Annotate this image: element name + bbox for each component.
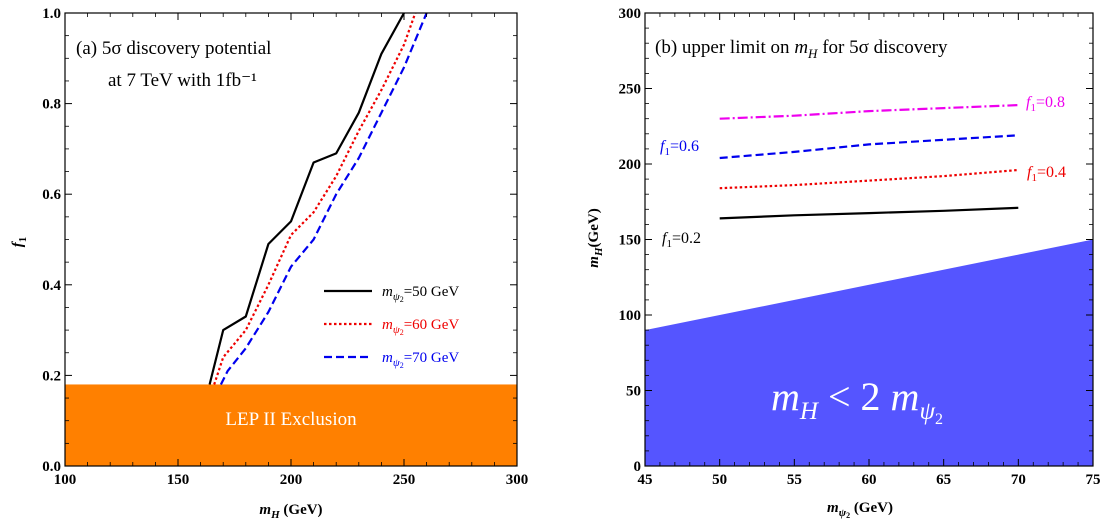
- chart-b-forbidden-region: [645, 239, 1093, 466]
- x-tick-label: 65: [936, 472, 951, 488]
- curve-label-f04: f1=0.4: [1027, 164, 1066, 184]
- chart-a-y-axis-label: f1: [10, 237, 29, 248]
- chart-a: 100 150 200 250 300 0.0 0.2 0.4 0.6 0.8 1.0 (a) 5σ…: [10, 6, 528, 521]
- chart-a-x-axis-label: mH (GeV): [259, 502, 322, 521]
- chart-a-series-lines: [208, 12, 428, 385]
- chart-b-tick-labels: 45 50 55 60 65 70 75 0 50 100 150 200 250 300: [619, 6, 1101, 488]
- y-tick-label: 200: [619, 157, 642, 173]
- chart-a-tick-labels: 100 150 200 250 300 0.0 0.2 0.4 0.6 0.8 1.0: [42, 6, 528, 488]
- chart-b-x-axis-label: mψ2 (GeV): [827, 500, 893, 520]
- chart-b-title-var: m: [794, 37, 808, 58]
- x-tick-label: 70: [1011, 472, 1026, 488]
- y-tick-label: 0.4: [42, 278, 61, 294]
- x-tick-label: 60: [862, 472, 877, 488]
- legend-tail-70: =70 GeV: [404, 350, 460, 366]
- x-tick-label: 55: [787, 472, 802, 488]
- legend-var-60: m: [382, 317, 393, 333]
- chart-b: 45 50 55 60 65 70 75 0 50 100 150 200 250 300 (b) upp…: [586, 6, 1101, 520]
- x-tick-label: 250: [393, 472, 416, 488]
- legend-label-50: mψ2=50 GeV: [382, 284, 459, 304]
- forbidden-region-polygon: [645, 239, 1093, 466]
- legend-tail-50: =50 GeV: [404, 284, 460, 300]
- chart-a-title-line2: at 7 TeV with 1fb⁻¹: [108, 70, 257, 91]
- chart-b-title-sub: H: [807, 46, 818, 61]
- y-tick-label: 300: [619, 6, 642, 22]
- chart-b-region-label: mH < 2 mψ2: [771, 374, 943, 428]
- chart-b-title-pre: (b) upper limit on: [655, 37, 794, 58]
- chart-a-exclusion-label: LEP II Exclusion: [225, 409, 357, 430]
- x-tick-label: 45: [638, 472, 653, 488]
- chart-a-legend: mψ2=50 GeV mψ2=60 GeV mψ2=70 GeV: [324, 284, 459, 370]
- legend-sub2-60: 2: [400, 328, 404, 337]
- chart-b-series-3: [719, 104, 1019, 120]
- chart-a-title-line1: (a) 5σ discovery potential: [76, 38, 271, 59]
- y-tick-label: 0.6: [42, 187, 61, 203]
- chart-b-y-axis-label: mH(GeV): [586, 208, 605, 267]
- y-tick-label: 50: [626, 384, 641, 400]
- legend-tail-60: =60 GeV: [404, 317, 460, 333]
- y-tick-label: 1.0: [42, 6, 61, 22]
- chart-a-series-2: [219, 12, 428, 385]
- chart-b-series-1: [719, 168, 1019, 190]
- chart-a-series-1: [213, 12, 417, 385]
- legend-sub-70: ψ: [393, 357, 400, 369]
- chart-b-series-lines: [719, 104, 1019, 220]
- x-tick-label: 200: [280, 472, 303, 488]
- legend-label-70: mψ2=70 GeV: [382, 350, 459, 370]
- y-tick-label: 150: [619, 233, 642, 249]
- legend-var-70: m: [382, 350, 393, 366]
- legend-sub2-70: 2: [400, 361, 404, 370]
- x-tick-label: 150: [167, 472, 190, 488]
- chart-b-tick-marks: [644, 12, 1094, 467]
- x-tick-label: 300: [506, 472, 529, 488]
- chart-b-series-2: [719, 134, 1019, 160]
- x-tick-label: 100: [54, 472, 77, 488]
- y-tick-label: 0.2: [42, 368, 61, 384]
- legend-var-50: m: [382, 284, 393, 300]
- y-tick-label: 0: [634, 459, 642, 475]
- curve-label-f08: f1=0.8: [1026, 94, 1065, 114]
- x-tick-label: 75: [1086, 472, 1101, 488]
- legend-sub-60: ψ: [393, 324, 400, 336]
- chart-a-tick-marks: [64, 12, 518, 467]
- chart-a-series-0: [208, 12, 405, 385]
- chart-b-title: (b) upper limit on mH for 5σ discovery: [655, 37, 948, 61]
- legend-sub-50: ψ: [393, 291, 400, 303]
- y-tick-label: 250: [619, 82, 642, 98]
- chart-a-exclusion-band: [65, 384, 517, 466]
- curve-label-f06: f1=0.6: [660, 138, 699, 158]
- y-tick-label: 0.0: [42, 459, 61, 475]
- chart-b-series-0: [719, 206, 1019, 220]
- y-tick-label: 100: [619, 308, 642, 324]
- legend-sub2-50: 2: [400, 295, 404, 304]
- legend-label-60: mψ2=60 GeV: [382, 317, 459, 337]
- curve-label-f02: f1=0.2: [662, 230, 701, 250]
- y-tick-label: 0.8: [42, 97, 61, 113]
- chart-b-title-post: for 5σ discovery: [817, 37, 948, 58]
- exclusion-band-rect: [65, 384, 517, 466]
- x-tick-label: 50: [712, 472, 727, 488]
